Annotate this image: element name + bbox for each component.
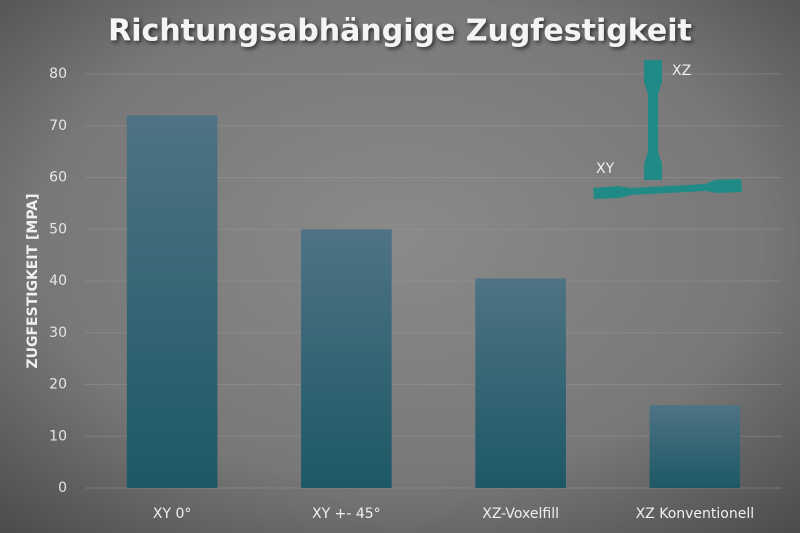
y-tick-label: 20 [49, 377, 67, 393]
x-tick-label: XZ Konventionell [636, 506, 755, 522]
x-tick-label: XY +- 45° [312, 506, 381, 522]
y-tick-label: 40 [49, 273, 67, 289]
y-tick-label: 60 [49, 170, 67, 186]
annotation: XY [596, 161, 615, 177]
bar [126, 115, 218, 489]
xy-specimen [593, 179, 742, 199]
x-tick-label: XZ-Voxelfill [482, 506, 559, 522]
xz-specimen [644, 60, 662, 180]
chart-title: Richtungsabhängige Zugfestigkeit [108, 14, 692, 49]
annotation: XZ [672, 63, 691, 79]
y-tick-label: 0 [58, 480, 67, 496]
specimen-icons: XZ XY [593, 60, 742, 199]
y-tick-label: 10 [49, 428, 67, 444]
bar [301, 229, 392, 488]
bar [649, 405, 741, 488]
y-tick-label: 70 [49, 118, 67, 134]
y-tick-label: 80 [49, 66, 67, 82]
bar [475, 278, 566, 488]
y-tick-label: 50 [49, 221, 67, 237]
x-tick-label: XY 0° [153, 506, 192, 522]
y-axis-label: ZUGFESTIGKEIT [MPA] [25, 193, 41, 368]
y-tick-label: 30 [49, 325, 67, 341]
